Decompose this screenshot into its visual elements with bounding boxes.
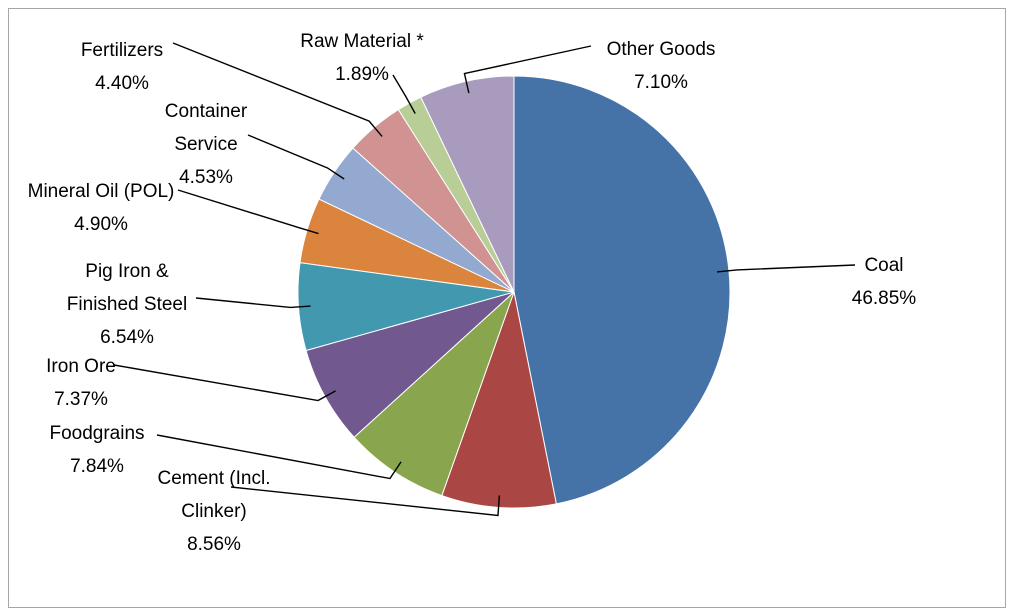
slice-label: Coal 46.85%: [852, 255, 917, 309]
slice-category-label: Service: [174, 134, 237, 155]
slice-value-label: 7.84%: [70, 456, 124, 477]
slice-label: Cement (Incl. Clinker) 8.56%: [158, 468, 271, 555]
leader-line: [113, 364, 336, 402]
slice-label: Mineral Oil (POL) 4.90%: [28, 181, 175, 235]
leader-line: [156, 434, 402, 480]
slice-labels: Coal 46.85% Cement (Incl. Clinker) 8.56% Food…: [28, 31, 917, 555]
slice-label: Other Goods 7.10%: [607, 39, 716, 93]
pie-slice: [513, 75, 731, 505]
slice-category-label: Coal: [864, 255, 903, 276]
slice-value-label: 4.53%: [179, 167, 233, 188]
slice-category-label: Container: [165, 101, 248, 122]
slice-label: Pig Iron & Finished Steel 6.54%: [67, 261, 187, 348]
slice-value-label: 4.90%: [74, 214, 128, 235]
leader-line: [247, 134, 345, 180]
slice-category-label: Mineral Oil (POL): [28, 181, 175, 202]
slice-value-label: 4.40%: [95, 73, 149, 94]
slice-value-label: 46.85%: [852, 288, 917, 309]
slice-value-label: 8.56%: [187, 534, 241, 555]
leader-line: [716, 264, 856, 273]
chart-area: Coal 46.85% Cement (Incl. Clinker) 8.56% Food…: [8, 8, 1006, 608]
slice-category-label: Pig Iron &: [85, 261, 169, 282]
leader-line: [172, 42, 383, 137]
slice-label: Foodgrains 7.84%: [49, 423, 144, 477]
slice-value-label: 1.89%: [335, 64, 389, 85]
slice-category-label: Cement (Incl.: [158, 468, 271, 489]
slice-value-label: 7.37%: [54, 389, 108, 410]
slice-label: Iron Ore 7.37%: [46, 356, 116, 410]
slice-label: Raw Material * 1.89%: [300, 31, 424, 85]
slice-category-label: Fertilizers: [81, 40, 163, 61]
slice-category-label: Clinker): [181, 501, 246, 522]
pie-chart: Coal 46.85% Cement (Incl. Clinker) 8.56% Food…: [28, 31, 917, 555]
slice-label: Fertilizers 4.40%: [81, 40, 163, 94]
slice-category-label: Foodgrains: [49, 423, 144, 444]
slice-value-label: 6.54%: [100, 327, 154, 348]
slice-category-label: Finished Steel: [67, 294, 187, 315]
slice-category-label: Other Goods: [607, 39, 716, 60]
slice-category-label: Iron Ore: [46, 356, 116, 377]
slice-category-label: Raw Material *: [300, 31, 424, 52]
slice-label: Container Service 4.53%: [165, 101, 248, 188]
leader-line: [230, 486, 501, 517]
pie-slices: [297, 75, 731, 509]
leader-line: [392, 74, 416, 114]
leader-line: [463, 45, 592, 94]
leader-line: [177, 189, 319, 235]
leader-line: [195, 297, 311, 309]
slice-value-label: 7.10%: [634, 72, 688, 93]
leader-lines: [113, 42, 856, 517]
